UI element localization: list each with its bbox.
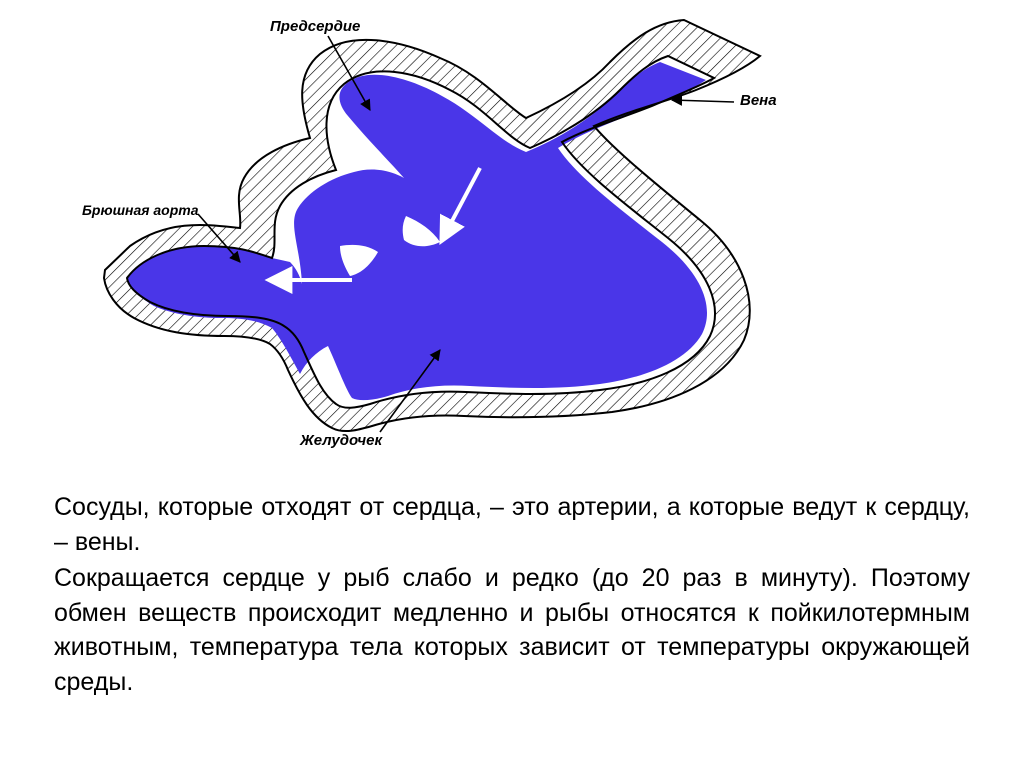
fish-heart-diagram (0, 0, 1024, 470)
label-aorta: Брюшная аорта (82, 202, 199, 218)
label-vein: Вена (740, 92, 777, 109)
paragraph-2: Сокращается сердце у рыб слабо и редко (… (54, 561, 970, 699)
label-atrium: Предсердие (270, 18, 360, 35)
paragraph-1: Сосуды, которые отходят от сердца, – это… (54, 490, 970, 559)
label-ventricle: Желудочек (300, 432, 382, 449)
body-text: Сосуды, которые отходят от сердца, – это… (54, 490, 970, 701)
